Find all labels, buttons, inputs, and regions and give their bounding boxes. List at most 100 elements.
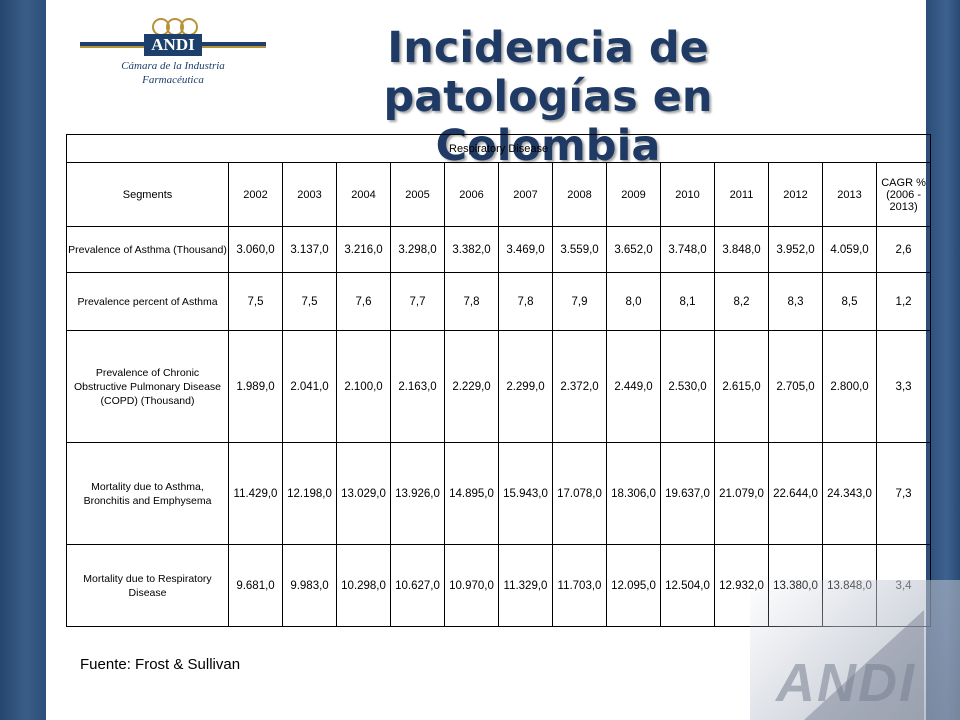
- table-cell: 11.703,0: [552, 544, 607, 627]
- table-header-row: Segments 2002 2003 2004 2005 2006 2007 2…: [66, 162, 932, 227]
- cagr-cell: 3,3: [875, 330, 932, 443]
- table-cell: 2.449,0: [606, 330, 661, 443]
- year-header: 2011: [714, 162, 769, 227]
- table-row: Mortality due to Respiratory Disease 9.6…: [66, 544, 932, 627]
- table-row: Mortality due to Asthma, Bronchitis and …: [66, 442, 932, 545]
- table-cell: 18.306,0: [606, 442, 661, 545]
- table-cell: 3.559,0: [552, 226, 607, 273]
- title-line-1: Incidencia de patologías en: [383, 23, 713, 122]
- table-cell: 7,6: [336, 272, 391, 331]
- table-cell: 2.372,0: [552, 330, 607, 443]
- table-cell: 10.298,0: [336, 544, 391, 627]
- table-cell: 3.952,0: [768, 226, 823, 273]
- year-header: 2009: [606, 162, 661, 227]
- source-note: Fuente: Frost & Sullivan: [80, 656, 241, 673]
- table-cell: 7,9: [552, 272, 607, 331]
- year-header: 2007: [498, 162, 553, 227]
- segments-header: Segments: [66, 162, 229, 227]
- row-label: Mortality due to Respiratory Disease: [66, 544, 229, 627]
- row-label: Prevalence percent of Asthma: [66, 272, 229, 331]
- year-header: 2008: [552, 162, 607, 227]
- table-cell: 22.644,0: [768, 442, 823, 545]
- logo-subtitle-line2: Farmacéutica: [142, 74, 204, 86]
- table-row: Prevalence percent of Asthma 7,5 7,5 7,6…: [66, 272, 932, 331]
- table-cell: 2.163,0: [390, 330, 445, 443]
- table-cell: 2.530,0: [660, 330, 715, 443]
- respiratory-disease-table: Respiratory Disease Segments 2002 2003 2…: [65, 134, 932, 627]
- left-decorative-band: [0, 0, 46, 720]
- decorative-arrow-icon: [804, 610, 924, 720]
- year-header: 2002: [228, 162, 283, 227]
- table-cell: 2.299,0: [498, 330, 553, 443]
- table-cell: 8,0: [606, 272, 661, 331]
- year-header: 2013: [822, 162, 877, 227]
- table-cell: 3.848,0: [714, 226, 769, 273]
- table-cell: 7,5: [228, 272, 283, 331]
- table-cell: 7,7: [390, 272, 445, 331]
- table-cell: 4.059,0: [822, 226, 877, 273]
- row-label: Prevalence of Chronic Obstructive Pulmon…: [66, 330, 229, 443]
- year-header: 2012: [768, 162, 823, 227]
- table-cell: 13.029,0: [336, 442, 391, 545]
- table-cell: 9.983,0: [282, 544, 337, 627]
- cagr-cell: 2,6: [875, 226, 932, 273]
- table-cell: 2.041,0: [282, 330, 337, 443]
- year-header: 2005: [390, 162, 445, 227]
- table-cell: 8,2: [714, 272, 769, 331]
- table-cell: 3.469,0: [498, 226, 553, 273]
- table-cell: 12.198,0: [282, 442, 337, 545]
- table-cell: 17.078,0: [552, 442, 607, 545]
- table-cell: 21.079,0: [714, 442, 769, 545]
- bottom-right-decoration: ANDI: [750, 580, 960, 720]
- table-cell: 3.060,0: [228, 226, 283, 273]
- table-cell: 10.970,0: [444, 544, 499, 627]
- table-cell: 14.895,0: [444, 442, 499, 545]
- table-cell: 19.637,0: [660, 442, 715, 545]
- table-cell: 9.681,0: [228, 544, 283, 627]
- cagr-cell: 1,2: [875, 272, 932, 331]
- logo-left-line: [80, 42, 144, 48]
- table-cell: 12.504,0: [660, 544, 715, 627]
- table-cell: 11.329,0: [498, 544, 553, 627]
- table-cell: 3.382,0: [444, 226, 499, 273]
- table-cell: 13.926,0: [390, 442, 445, 545]
- watermark-logo: ANDI: [776, 653, 916, 713]
- table-cell: 12.095,0: [606, 544, 661, 627]
- logo-brand: ANDI: [144, 34, 202, 56]
- year-header: 2004: [336, 162, 391, 227]
- table-cell: 3.298,0: [390, 226, 445, 273]
- logo-right-line: [202, 42, 266, 48]
- table-cell: 15.943,0: [498, 442, 553, 545]
- table-caption: Respiratory Disease: [65, 134, 932, 163]
- table-cell: 8,5: [822, 272, 877, 331]
- table-cell: 1.989,0: [228, 330, 283, 443]
- table-cell: 3.652,0: [606, 226, 661, 273]
- table-cell: 3.748,0: [660, 226, 715, 273]
- table-cell: 3.137,0: [282, 226, 337, 273]
- year-header: 2010: [660, 162, 715, 227]
- table-cell: 8,1: [660, 272, 715, 331]
- table-cell: 8,3: [768, 272, 823, 331]
- logo-subtitle-line1: Cámara de la Industria: [121, 60, 225, 72]
- year-header: 2003: [282, 162, 337, 227]
- year-header: 2006: [444, 162, 499, 227]
- andi-logo: ANDI Cámara de la Industria Farmacéutica: [80, 14, 266, 90]
- cagr-cell: 7,3: [875, 442, 932, 545]
- table-row: Prevalence of Chronic Obstructive Pulmon…: [66, 330, 932, 443]
- table-cell: 2.229,0: [444, 330, 499, 443]
- table-cell: 24.343,0: [822, 442, 877, 545]
- table-cell: 2.100,0: [336, 330, 391, 443]
- table-cell: 3.216,0: [336, 226, 391, 273]
- row-label: Mortality due to Asthma, Bronchitis and …: [66, 442, 229, 545]
- table-cell: 10.627,0: [390, 544, 445, 627]
- row-label: Prevalence of Asthma (Thousand): [66, 226, 229, 273]
- table-cell: 2.800,0: [822, 330, 877, 443]
- table-row: Prevalence of Asthma (Thousand) 3.060,0 …: [66, 226, 932, 273]
- table-cell: 2.615,0: [714, 330, 769, 443]
- table-cell: 2.705,0: [768, 330, 823, 443]
- table-cell: 7,8: [444, 272, 499, 331]
- table-cell: 7,5: [282, 272, 337, 331]
- table-cell: 7,8: [498, 272, 553, 331]
- table-cell: 11.429,0: [228, 442, 283, 545]
- table-caption-row: Respiratory Disease: [65, 134, 932, 163]
